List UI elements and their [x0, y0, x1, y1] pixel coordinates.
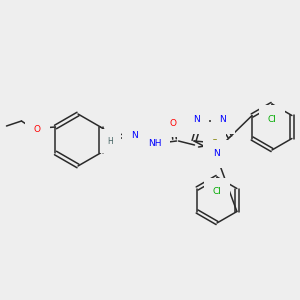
- Text: S: S: [212, 139, 218, 148]
- Text: N: N: [194, 116, 200, 124]
- Text: Cl: Cl: [213, 188, 221, 196]
- Text: NH: NH: [148, 139, 161, 148]
- Text: H: H: [108, 136, 113, 146]
- Text: O: O: [34, 124, 41, 134]
- Text: O: O: [169, 118, 176, 127]
- Text: N: N: [131, 130, 138, 140]
- Text: Cl: Cl: [268, 115, 276, 124]
- Text: N: N: [220, 116, 226, 124]
- Text: N: N: [213, 149, 219, 158]
